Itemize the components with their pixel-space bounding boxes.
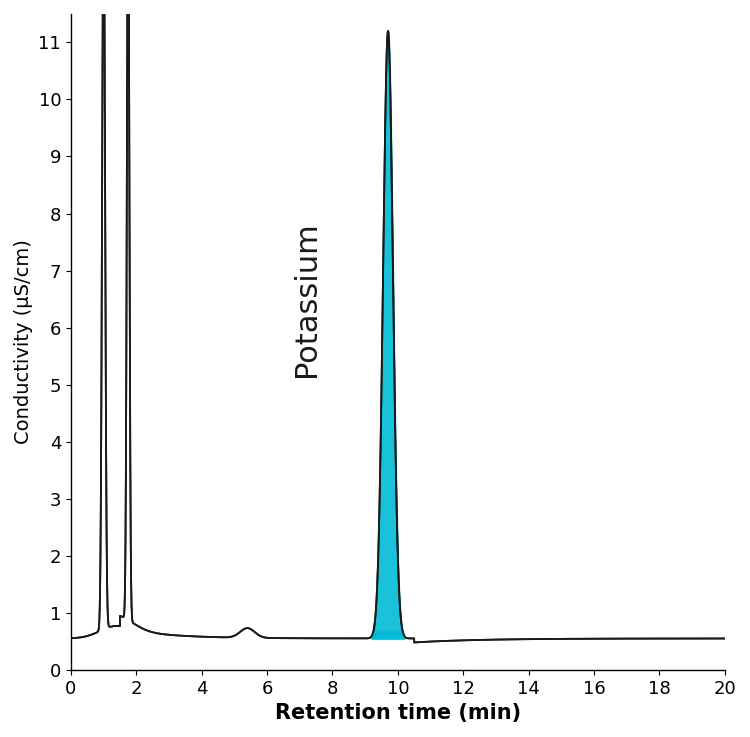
X-axis label: Retention time (min): Retention time (min) xyxy=(274,703,521,723)
Y-axis label: Conductivity (μS/cm): Conductivity (μS/cm) xyxy=(14,240,33,444)
Text: Potassium: Potassium xyxy=(292,221,321,377)
